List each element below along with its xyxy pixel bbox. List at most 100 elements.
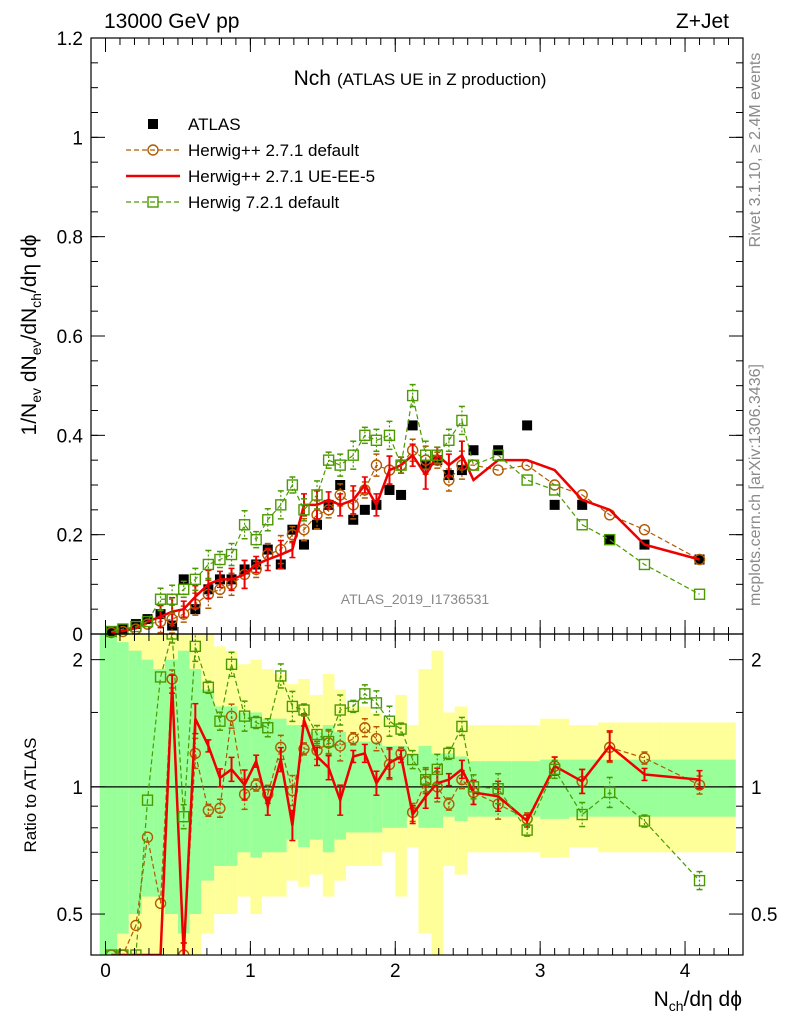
stat-band-bin <box>189 669 202 915</box>
data-point <box>298 524 310 536</box>
y-tick-label: 0.8 <box>57 228 83 249</box>
data-point <box>286 700 299 713</box>
main-ylabel: 1/Nev dNev/dNch/dη dϕ <box>18 235 44 436</box>
data-point <box>521 824 533 836</box>
stat-band-bin <box>177 650 190 934</box>
data-point <box>359 504 370 515</box>
data-point <box>638 815 651 827</box>
data-point <box>431 449 443 461</box>
data-point <box>370 434 383 446</box>
data-point <box>359 688 371 700</box>
data-point <box>395 723 407 735</box>
stat-band-bin <box>298 725 310 848</box>
legend: ATLAS Herwig++ 2.7.1 default Herwig++ 2.7.… <box>126 115 375 212</box>
data-point <box>443 747 455 760</box>
xlabel: Nch/dη dϕ <box>654 988 742 1014</box>
data-point <box>178 810 190 823</box>
data-point <box>117 949 129 955</box>
data-point <box>130 919 142 932</box>
data-point <box>521 474 533 486</box>
stat-band-bin <box>99 634 118 955</box>
data-point <box>359 429 371 442</box>
data-point <box>693 553 706 566</box>
ratio-series <box>105 634 706 955</box>
stat-band-bin <box>117 642 129 934</box>
data-point <box>141 794 154 806</box>
stat-band-bin <box>128 650 142 915</box>
data-point <box>189 747 202 760</box>
data-point <box>383 715 396 727</box>
stat-band-bin <box>406 753 419 817</box>
series-line <box>111 453 700 634</box>
data-point <box>105 949 117 955</box>
data-point <box>638 558 651 571</box>
legend-label: ATLAS <box>188 115 241 134</box>
data-point <box>189 640 202 653</box>
legend-label: Herwig 7.2.1 default <box>188 193 339 212</box>
data-point <box>298 743 310 755</box>
legend-label: Herwig++ 2.7.1 default <box>188 141 359 160</box>
data-point <box>298 539 309 550</box>
data-point <box>577 499 588 510</box>
energy-label: 13000 GeV pp <box>104 10 239 33</box>
data-point <box>396 489 407 500</box>
x-tick-label: 4 <box>680 961 691 982</box>
stat-band-bin <box>225 706 238 866</box>
stat-band-bin <box>153 669 165 897</box>
data-point <box>214 715 226 727</box>
legend-item: Herwig 7.2.1 default <box>126 193 339 212</box>
series-line <box>111 634 700 955</box>
data-point <box>141 615 154 628</box>
series-line <box>111 395 700 633</box>
data-point <box>604 533 616 546</box>
data-point <box>604 786 616 799</box>
data-point <box>154 897 167 910</box>
stat-band-bin <box>322 725 335 853</box>
ratio-tick-label: 0.5 <box>57 905 83 926</box>
data-point <box>492 464 504 476</box>
data-point <box>225 548 238 561</box>
ratio-tick-label-right: 1 <box>751 778 762 799</box>
x-tick-label: 2 <box>390 961 401 982</box>
data-point <box>275 499 287 511</box>
data-point <box>576 519 588 531</box>
data-point <box>262 722 274 734</box>
data-point <box>456 414 468 427</box>
data-point <box>154 671 167 683</box>
data-point <box>166 593 178 605</box>
data-point <box>395 459 407 471</box>
ratio-tick-label-right: 0.5 <box>751 905 777 926</box>
data-point <box>141 831 154 843</box>
data-point <box>638 524 651 536</box>
data-point <box>148 119 158 129</box>
data-point <box>467 781 480 793</box>
main-title: Nch (ATLAS UE in Z production) <box>294 67 547 90</box>
data-point <box>576 808 588 821</box>
data-point <box>370 733 383 745</box>
data-point <box>214 553 226 566</box>
data-point <box>456 720 468 733</box>
data-point <box>322 454 335 466</box>
main-series-3 <box>105 383 706 638</box>
rivet-version-label: Rivet 3.1.10, ≥ 2.4M events <box>747 53 764 248</box>
series-line <box>111 684 700 955</box>
y-tick-label: 1 <box>72 128 83 149</box>
data-point <box>348 514 359 525</box>
data-point <box>154 593 167 605</box>
data-point <box>467 459 480 471</box>
y-tick-label: 0.6 <box>57 327 83 348</box>
data-point <box>693 588 706 600</box>
data-point <box>406 389 419 402</box>
data-point <box>322 735 335 748</box>
data-point <box>298 504 310 516</box>
data-point <box>334 704 346 716</box>
legend-item: Herwig++ 2.7.1 default <box>126 141 359 160</box>
ratio-tick-label-right: 2 <box>751 651 762 672</box>
data-point <box>147 144 159 156</box>
legend-item: ATLAS <box>148 115 241 134</box>
data-point <box>262 514 274 526</box>
ratio-frame <box>90 633 744 956</box>
data-point <box>419 449 432 461</box>
y-tick-label: 1.2 <box>57 29 83 50</box>
y-tick-label: 0 <box>72 625 83 646</box>
